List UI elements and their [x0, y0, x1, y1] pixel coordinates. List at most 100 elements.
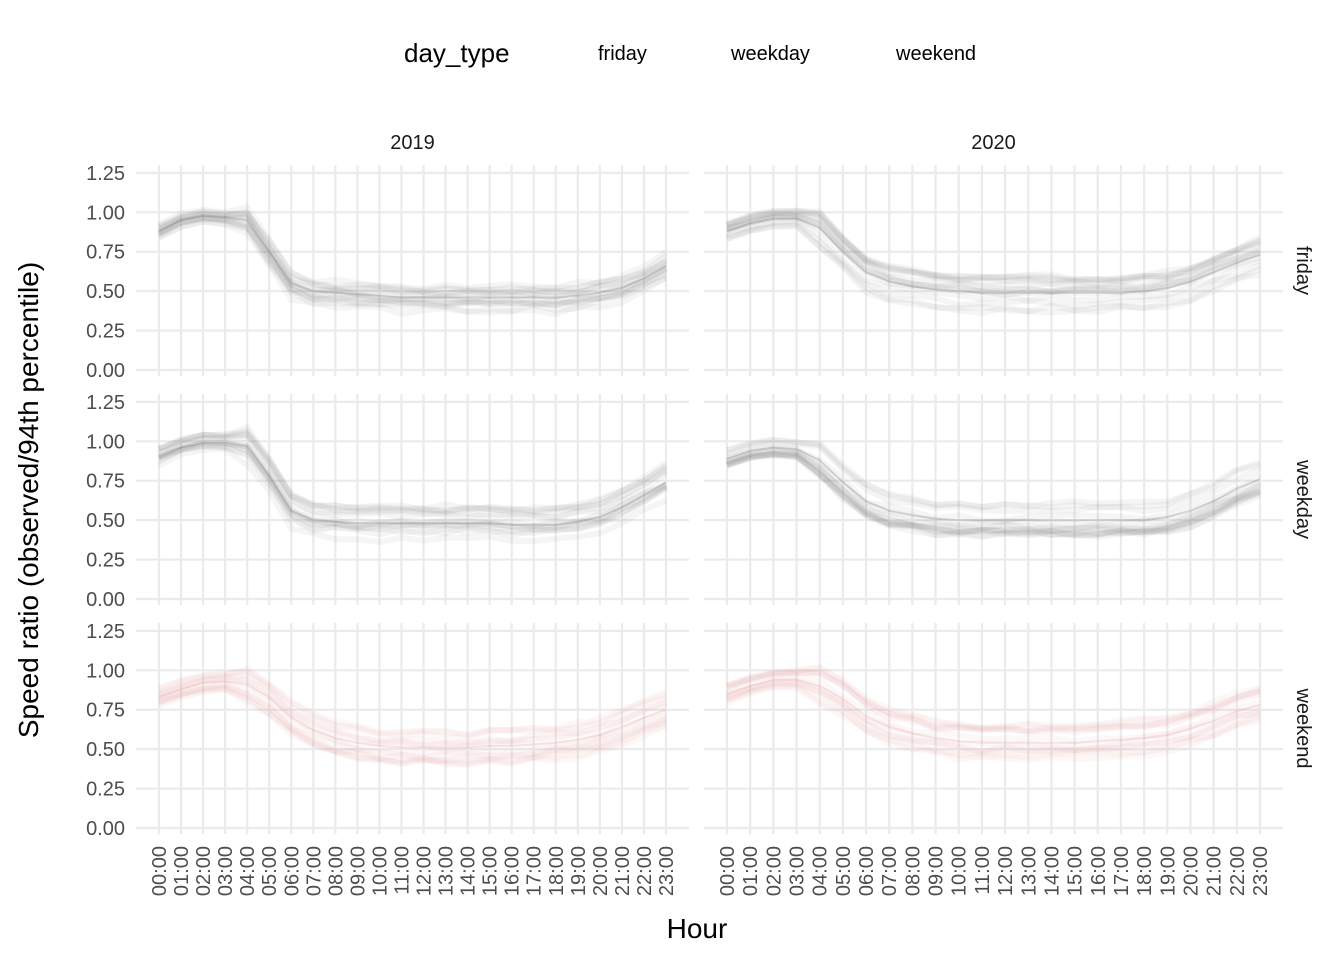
trace-line — [157, 685, 668, 768]
x-tick-label: 04:00 — [237, 846, 259, 896]
series-line-2020-weekend — [726, 678, 1261, 744]
y-tick-label: 0.25 — [86, 321, 125, 343]
trace-line — [158, 683, 667, 764]
trace-line — [157, 439, 668, 531]
series-line-2020-friday — [726, 217, 1261, 294]
series-line-2019-weekend — [158, 680, 667, 749]
trace-line — [725, 208, 1262, 285]
x-tick-label: 18:00 — [1134, 846, 1156, 896]
facet-row-label-weekday: weekday — [1292, 459, 1314, 539]
x-axis-title: Hour — [667, 913, 728, 944]
trace-line — [157, 443, 668, 539]
trace-line — [157, 668, 667, 741]
x-tick-label: 19:00 — [1157, 846, 1179, 896]
trace-line — [726, 682, 1262, 758]
trace-line — [157, 210, 668, 298]
x-tick-label: 01:00 — [171, 846, 193, 896]
x-tick-label: 17:00 — [524, 846, 546, 896]
trace-line — [157, 684, 668, 764]
x-tick-label: 15:00 — [1065, 846, 1087, 896]
facet-col-label-2019: 2019 — [390, 132, 435, 154]
trace-line — [158, 665, 667, 739]
trace-line — [158, 434, 668, 521]
trace-line — [725, 439, 1262, 515]
trace-line — [726, 450, 1261, 536]
trace-line — [726, 450, 1262, 538]
panel-2020-weekend — [704, 623, 1283, 834]
trace-line — [725, 210, 1262, 288]
trace-line — [157, 440, 668, 533]
trace-line — [157, 215, 667, 310]
x-tick-label: 16:00 — [1088, 846, 1110, 896]
x-tick-label: 22:00 — [1227, 846, 1249, 896]
x-tick-label: 02:00 — [193, 846, 215, 896]
x-tick-label: 09:00 — [347, 846, 369, 896]
trace-line — [157, 215, 668, 306]
trace-line — [726, 436, 1261, 511]
trace-line — [157, 209, 668, 295]
y-tick-label: 0.00 — [86, 360, 125, 382]
x-tick-label: 08:00 — [325, 846, 347, 896]
x-tick-label: 14:00 — [1041, 846, 1063, 896]
x-tick-label: 13:00 — [436, 846, 458, 896]
y-tick-label: 1.25 — [86, 163, 125, 185]
x-tick-label: 20:00 — [590, 846, 612, 896]
x-tick-label: 05:00 — [833, 846, 855, 896]
y-tick-label: 0.00 — [86, 818, 125, 840]
trace-line — [157, 672, 668, 747]
x-tick-label: 04:00 — [810, 846, 832, 896]
x-tick-label: 06:00 — [856, 846, 878, 896]
x-tick-label: 22:00 — [634, 846, 656, 896]
trace-line — [157, 438, 668, 529]
y-tick-label: 1.00 — [86, 202, 125, 224]
trace-line — [725, 207, 1262, 283]
trace-line — [725, 669, 1261, 735]
legend-title: day_type — [404, 38, 510, 68]
trace-line — [158, 424, 668, 514]
x-tick-label: 03:00 — [215, 846, 237, 896]
trace-line — [157, 218, 668, 318]
trace-line — [157, 213, 668, 308]
series-line-2019-friday — [158, 214, 667, 299]
trace-line — [726, 446, 1262, 533]
trace-line — [726, 670, 1261, 736]
trace-line — [726, 452, 1262, 541]
x-tick-label: 12:00 — [414, 846, 436, 896]
trace-line — [157, 204, 668, 292]
trace-line — [726, 443, 1262, 524]
trace-line — [158, 686, 668, 767]
x-tick-label: 23:00 — [656, 846, 678, 896]
trace-line — [726, 217, 1261, 304]
y-tick-label: 1.25 — [86, 621, 125, 643]
trace-line — [157, 431, 668, 522]
trace-line — [726, 445, 1262, 529]
trace-line — [725, 222, 1262, 315]
trace-line — [725, 451, 1262, 538]
trace-line — [726, 214, 1261, 296]
trace-line — [157, 430, 668, 514]
x-tick-label: 23:00 — [1250, 846, 1272, 896]
x-tick-label: 20:00 — [1180, 846, 1202, 896]
trace-line — [157, 668, 668, 738]
y-tick-label: 0.50 — [86, 281, 125, 303]
facet-col-label-2020: 2020 — [971, 132, 1016, 154]
trace-line — [157, 208, 668, 295]
x-tick-label: 08:00 — [902, 846, 924, 896]
trace-line — [158, 686, 667, 768]
trace-line — [726, 437, 1261, 510]
trace-line — [725, 450, 1261, 540]
panel-2020-friday — [704, 165, 1283, 376]
trace-line — [725, 214, 1261, 299]
trace-line — [725, 684, 1261, 763]
y-tick-label: 1.00 — [86, 431, 125, 453]
trace-line — [726, 663, 1261, 732]
x-tick-label: 00:00 — [149, 846, 171, 896]
x-tick-label: 02:00 — [763, 846, 785, 896]
y-tick-label: 1.25 — [86, 392, 125, 414]
trace-line — [725, 674, 1261, 745]
trace-line — [157, 427, 668, 515]
x-tick-label: 10:00 — [949, 846, 971, 896]
x-tick-label: 10:00 — [369, 846, 391, 896]
